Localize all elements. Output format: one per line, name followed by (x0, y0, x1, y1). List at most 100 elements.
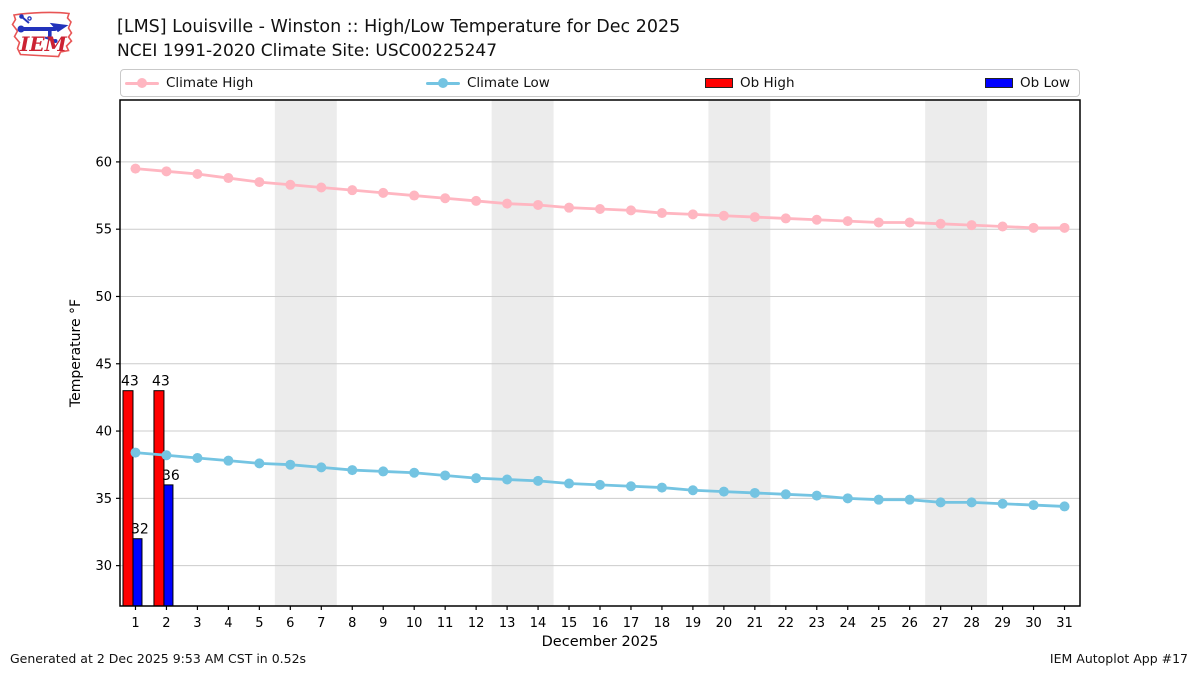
iem-logo: IEM (11, 11, 73, 58)
bar-value-label: 36 (162, 468, 180, 484)
y-tick-label: 40 (95, 425, 112, 440)
legend-item-ob-high: Ob High (705, 70, 795, 96)
climate-high-marker (966, 220, 977, 231)
x-tick-label: 30 (1025, 616, 1042, 631)
climate-high-marker (687, 209, 698, 220)
climate-high-marker (873, 217, 884, 228)
climate-low-marker (285, 459, 296, 470)
y-tick-label: 45 (95, 357, 112, 372)
x-tick-label: 9 (379, 616, 387, 631)
ob-high-swatch-icon (705, 78, 733, 88)
x-tick-label: 7 (317, 616, 325, 631)
climate-high-marker (625, 205, 636, 216)
ob-high-bar (122, 390, 134, 607)
weather-vane-icon (17, 14, 69, 43)
climate-high-marker (656, 208, 667, 219)
x-tick-label: 12 (468, 616, 485, 631)
climate-high-marker (780, 213, 791, 224)
x-tick-label: 29 (994, 616, 1011, 631)
bar-value-label: 43 (152, 374, 170, 390)
climate-high-marker (130, 163, 141, 174)
climate-high-marker (347, 185, 358, 196)
ob-low-swatch-icon (985, 78, 1013, 88)
climate-low-marker (997, 498, 1008, 509)
climate-low-marker (161, 450, 172, 461)
climate-low-marker (904, 494, 915, 505)
iowa-outline-icon (11, 11, 73, 58)
climate-high-marker (1028, 222, 1039, 233)
title-block: [LMS] Louisville - Winston :: High/Low T… (117, 15, 680, 63)
x-tick-label: 16 (592, 616, 609, 631)
climate-low-marker (966, 497, 977, 508)
climate-high-marker (161, 166, 172, 177)
legend-label: Ob Low (1020, 75, 1071, 91)
x-tick-label: 17 (623, 616, 640, 631)
climate-low-marker (625, 481, 636, 492)
bar-value-label: 32 (131, 522, 149, 538)
climate-low-marker (873, 494, 884, 505)
climate-high-marker (192, 169, 203, 180)
weekend-band (491, 100, 554, 606)
climate-low-marker (749, 487, 760, 498)
climate-low-marker (780, 489, 791, 500)
climate-low-marker (440, 470, 451, 481)
ob-low-bar (163, 484, 174, 607)
climate-low-marker (471, 473, 482, 484)
x-tick-label: 8 (348, 616, 356, 631)
climate-high-marker (564, 202, 575, 213)
x-tick-label: 18 (654, 616, 671, 631)
y-tick-label: 50 (95, 290, 112, 305)
x-tick-label: 19 (685, 616, 702, 631)
legend-label: Climate Low (467, 75, 550, 91)
climate-high-marker (718, 210, 729, 221)
x-tick-label: 20 (716, 616, 733, 631)
x-tick-label: 15 (561, 616, 578, 631)
x-tick-label: 10 (406, 616, 423, 631)
climate-low-marker (1059, 501, 1070, 512)
climate-high-line-icon (125, 78, 159, 88)
x-tick-label: 1 (131, 616, 139, 631)
y-tick-label: 35 (95, 492, 112, 507)
page-subtitle: NCEI 1991-2020 Climate Site: USC00225247 (117, 41, 498, 61)
x-tick-label: 3 (193, 616, 201, 631)
climate-low-marker (223, 455, 234, 466)
climate-high-marker (223, 173, 234, 184)
climate-low-marker (842, 493, 853, 504)
climate-high-marker (440, 193, 451, 204)
y-tick-label: 30 (95, 559, 112, 574)
climate-high-marker (997, 221, 1008, 232)
climate-low-marker (595, 479, 605, 490)
climate-low-marker (811, 490, 822, 501)
climate-high-marker (378, 187, 389, 198)
climate-high-marker (533, 199, 544, 210)
iem-logo-text: IEM (19, 32, 68, 56)
legend-item-climate-low: Climate Low (426, 70, 550, 96)
x-tick-label: 24 (839, 616, 856, 631)
x-tick-label: 28 (963, 616, 980, 631)
x-tick-label: 11 (437, 616, 454, 631)
x-tick-label: 2 (162, 616, 170, 631)
y-tick-label: 60 (95, 155, 112, 170)
x-tick-label: 13 (499, 616, 516, 631)
legend-item-ob-low: Ob Low (985, 70, 1070, 96)
climate-low-marker (347, 465, 358, 476)
x-tick-label: 27 (932, 616, 949, 631)
climate-low-marker (130, 447, 141, 458)
x-tick-label: 25 (870, 616, 887, 631)
x-tick-label: 21 (747, 616, 764, 631)
climate-high-marker (285, 179, 296, 190)
generated-at-text: Generated at 2 Dec 2025 9:53 AM CST in 0… (10, 651, 307, 666)
climate-low-marker (502, 474, 513, 485)
x-tick-label: 31 (1056, 616, 1073, 631)
weekend-band (708, 100, 771, 606)
climate-high-marker (935, 218, 946, 229)
climate-high-marker (409, 190, 420, 201)
x-axis-label: December 2025 (542, 634, 659, 650)
x-tick-label: 14 (530, 616, 547, 631)
climate-high-marker (904, 217, 915, 228)
climate-low-marker (409, 467, 420, 478)
climate-high-marker (811, 214, 822, 225)
ob-high-bar (153, 390, 165, 607)
climate-low-marker (564, 478, 575, 489)
